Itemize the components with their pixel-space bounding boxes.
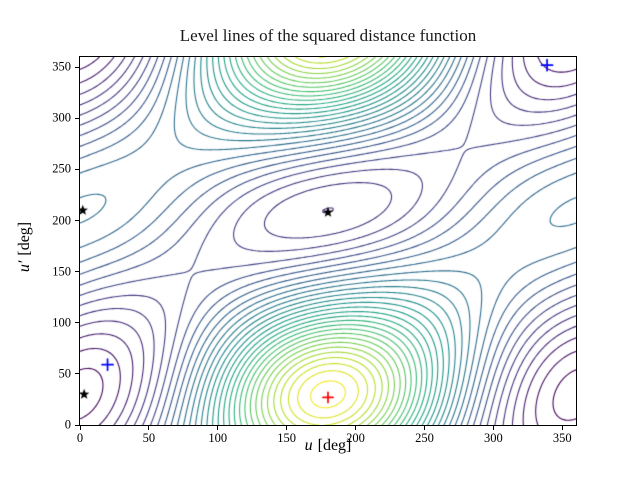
x-tick-label: 150	[277, 431, 297, 445]
x-tick-mark	[217, 426, 219, 430]
x-tick-mark	[355, 426, 357, 430]
y-tick-mark	[75, 322, 79, 324]
y-tick-label: 50	[58, 366, 72, 381]
y-tick-label: 0	[64, 417, 71, 432]
y-axis-unit: [deg]	[16, 221, 33, 256]
y-tick-label: 350	[52, 59, 71, 74]
y-tick-mark	[75, 271, 79, 273]
y-tick-label: 100	[52, 315, 71, 330]
x-tick-label: 100	[208, 431, 228, 445]
contour-canvas	[80, 57, 576, 425]
x-axis-unit: [deg]	[317, 437, 352, 454]
y-tick-label: 150	[52, 264, 71, 279]
y-tick-label: 300	[52, 110, 71, 125]
x-tick-mark	[148, 426, 150, 430]
x-tick-mark	[286, 426, 288, 430]
chart-title: Level lines of the squared distance func…	[179, 26, 477, 45]
y-axis-label: u′ [deg]	[16, 222, 34, 272]
x-tick-label: 0	[76, 431, 84, 445]
y-axis-variable: u′	[16, 260, 33, 273]
x-tick-label: 250	[415, 431, 434, 445]
y-tick-mark	[75, 373, 79, 375]
x-tick-label: 300	[483, 431, 503, 445]
x-tick-label: 350	[552, 431, 572, 445]
x-axis-variable: u	[304, 437, 313, 454]
y-tick-mark	[75, 220, 79, 222]
y-tick-label: 250	[52, 161, 71, 176]
y-tick-mark	[75, 424, 79, 426]
x-tick-label: 200	[346, 431, 365, 445]
y-tick-mark	[75, 117, 79, 119]
x-tick-mark	[492, 426, 494, 430]
plot-area	[79, 56, 577, 426]
y-tick-mark	[75, 66, 79, 68]
y-tick-label: 200	[52, 213, 71, 228]
y-tick-mark	[75, 168, 79, 170]
x-tick-label: 50	[142, 431, 156, 445]
x-axis-label: u [deg]	[79, 437, 577, 455]
x-tick-mark	[79, 426, 81, 430]
x-tick-mark	[561, 426, 563, 430]
x-tick-mark	[423, 426, 425, 430]
